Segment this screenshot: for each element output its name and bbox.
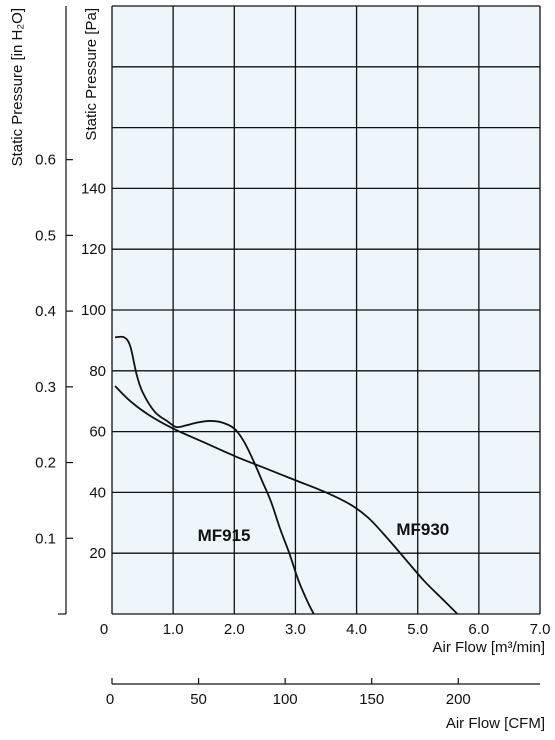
axes: 20 40 60 80 100 120 140 0.1 0.2 0.3 0.4 0.5 0.6 0 1.0 2… [9, 6, 550, 732]
y2-tick-label: 0.5 [35, 227, 56, 244]
x2-tick-label: 100 [273, 691, 298, 708]
series-label-mf930: MF930 [396, 520, 449, 539]
y-tick-label: 80 [89, 363, 106, 380]
series-label-mf915: MF915 [198, 526, 251, 545]
y-tick-label: 40 [89, 484, 106, 501]
series-curve-mf915 [114, 335, 315, 615]
x-tick-label: 0 [100, 621, 108, 638]
x-tick-label: 4.0 [346, 621, 367, 638]
x2-tick-label: 0 [106, 691, 114, 708]
y-tick-label: 140 [81, 180, 106, 197]
x-tick-label: 2.0 [224, 621, 245, 638]
x2-tick-label: 150 [359, 691, 384, 708]
x-axis-title: Air Flow [m³/min] [433, 639, 546, 656]
y-tick-label: 120 [81, 241, 106, 258]
x2-tick-label: 50 [190, 691, 207, 708]
y-tick-label: 60 [89, 424, 106, 441]
x-tick-label: 3.0 [285, 621, 306, 638]
x2-tick-label: 200 [446, 691, 471, 708]
x-tick-label: 6.0 [468, 621, 489, 638]
series-curve-mf930 [114, 385, 459, 615]
y-tick-label: 100 [81, 302, 106, 319]
curves [114, 335, 459, 615]
y2-tick-label: 0.2 [35, 455, 56, 472]
x-tick-label: 5.0 [407, 621, 428, 638]
y-tick-label: 20 [89, 545, 106, 562]
y2-tick-label: 0.1 [35, 530, 56, 547]
x-tick-label: 7.0 [530, 621, 551, 638]
y2-tick-label: 0.4 [35, 303, 56, 320]
labels: MF915 MF930 [198, 520, 450, 545]
x-tick-label: 1.0 [163, 621, 184, 638]
x2-axis-title: Air Flow [CFM] [446, 715, 545, 732]
y2-tick-label: 0.3 [35, 379, 56, 396]
y2-axis-title: Static Pressure [in H₂O] [9, 8, 26, 166]
y-axis-title: Static Pressure [Pa] [83, 8, 100, 141]
y2-tick-label: 0.6 [35, 152, 56, 169]
